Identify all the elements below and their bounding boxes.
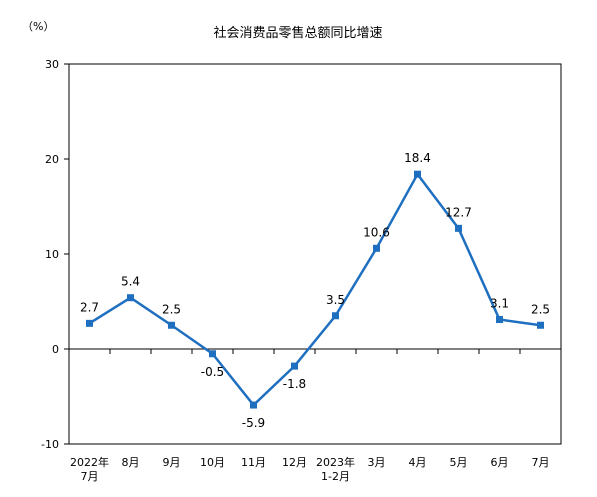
data-label: 12.7 [445, 205, 472, 219]
data-point [86, 319, 93, 327]
y-tick-label: 20 [45, 153, 59, 166]
y-axis-unit-label: （%） [22, 20, 54, 33]
data-point [291, 362, 298, 370]
data-point [209, 350, 216, 358]
x-tick-label-line: 8月 [122, 456, 140, 469]
x-tick-label: 12月 [282, 456, 307, 469]
x-tick-label: 4月 [409, 456, 427, 469]
x-tick-label-line: 1-2月 [321, 470, 350, 483]
y-tick-label: -10 [41, 438, 59, 451]
plot-frame [68, 63, 562, 445]
x-tick-label-line: 3月 [368, 456, 386, 469]
x-tick-label: 10月 [200, 456, 225, 469]
data-label: -1.8 [283, 377, 306, 391]
data-label: 2.5 [162, 302, 181, 316]
data-point [168, 321, 175, 329]
data-label: -5.9 [242, 416, 265, 430]
data-label: 2.7 [80, 300, 99, 314]
x-tick-label: 7月 [532, 456, 550, 469]
x-tick-label: 5月 [450, 456, 468, 469]
y-tick-label: 30 [45, 58, 59, 71]
x-tick-label: 2022年 7月 [70, 455, 109, 483]
data-point [414, 170, 421, 178]
data-label: 3.1 [490, 297, 509, 311]
data-point [455, 224, 462, 232]
x-tick-label-line: 7月 [532, 456, 550, 469]
x-tick-label-line: 11月 [241, 456, 266, 469]
x-tick-label: 3月 [368, 456, 386, 469]
data-label: 5.4 [121, 275, 140, 289]
x-tick-label-line: 5月 [450, 456, 468, 469]
data-point [373, 244, 380, 252]
series-line [88, 172, 541, 407]
x-tick-label-line: 2023年 [316, 455, 355, 469]
data-label: 3.5 [326, 293, 345, 307]
x-tick-label: 11月 [241, 456, 266, 469]
data-points [86, 170, 544, 409]
y-tick-label: 0 [52, 343, 59, 356]
x-tick-label-line: 2022年 [70, 455, 109, 469]
x-tick-label-line: 10月 [200, 456, 225, 469]
x-tick-label: 9月 [163, 456, 181, 469]
x-tick-label-line: 12月 [282, 456, 307, 469]
data-labels: 2.7 5.4 2.5 -0.5 -5.9 -1.8 3.5 10.6 18.4 12.7 3.1 2… [80, 151, 550, 430]
data-point [127, 294, 134, 302]
data-label: 10.6 [363, 225, 390, 239]
data-label: 2.5 [531, 302, 550, 316]
x-tick-label-line: 7月 [81, 470, 99, 483]
x-tick-label: 8月 [122, 456, 140, 469]
x-tick-label-line: 6月 [491, 456, 509, 469]
y-axis: -10 0 10 20 30 [41, 58, 69, 451]
x-tick-label: 2023年 1-2月 [316, 455, 355, 483]
data-label: 18.4 [404, 151, 431, 165]
x-tick-label: 6月 [491, 456, 509, 469]
data-point [537, 321, 544, 329]
data-label: -0.5 [201, 365, 224, 379]
data-point [250, 401, 257, 409]
data-point [332, 312, 339, 320]
x-tick-label-line: 9月 [163, 456, 181, 469]
y-tick-label: 10 [45, 248, 59, 261]
x-tick-label-line: 4月 [409, 456, 427, 469]
chart-title: 社会消费品零售总额同比增速 [213, 25, 382, 41]
data-point [496, 316, 503, 324]
